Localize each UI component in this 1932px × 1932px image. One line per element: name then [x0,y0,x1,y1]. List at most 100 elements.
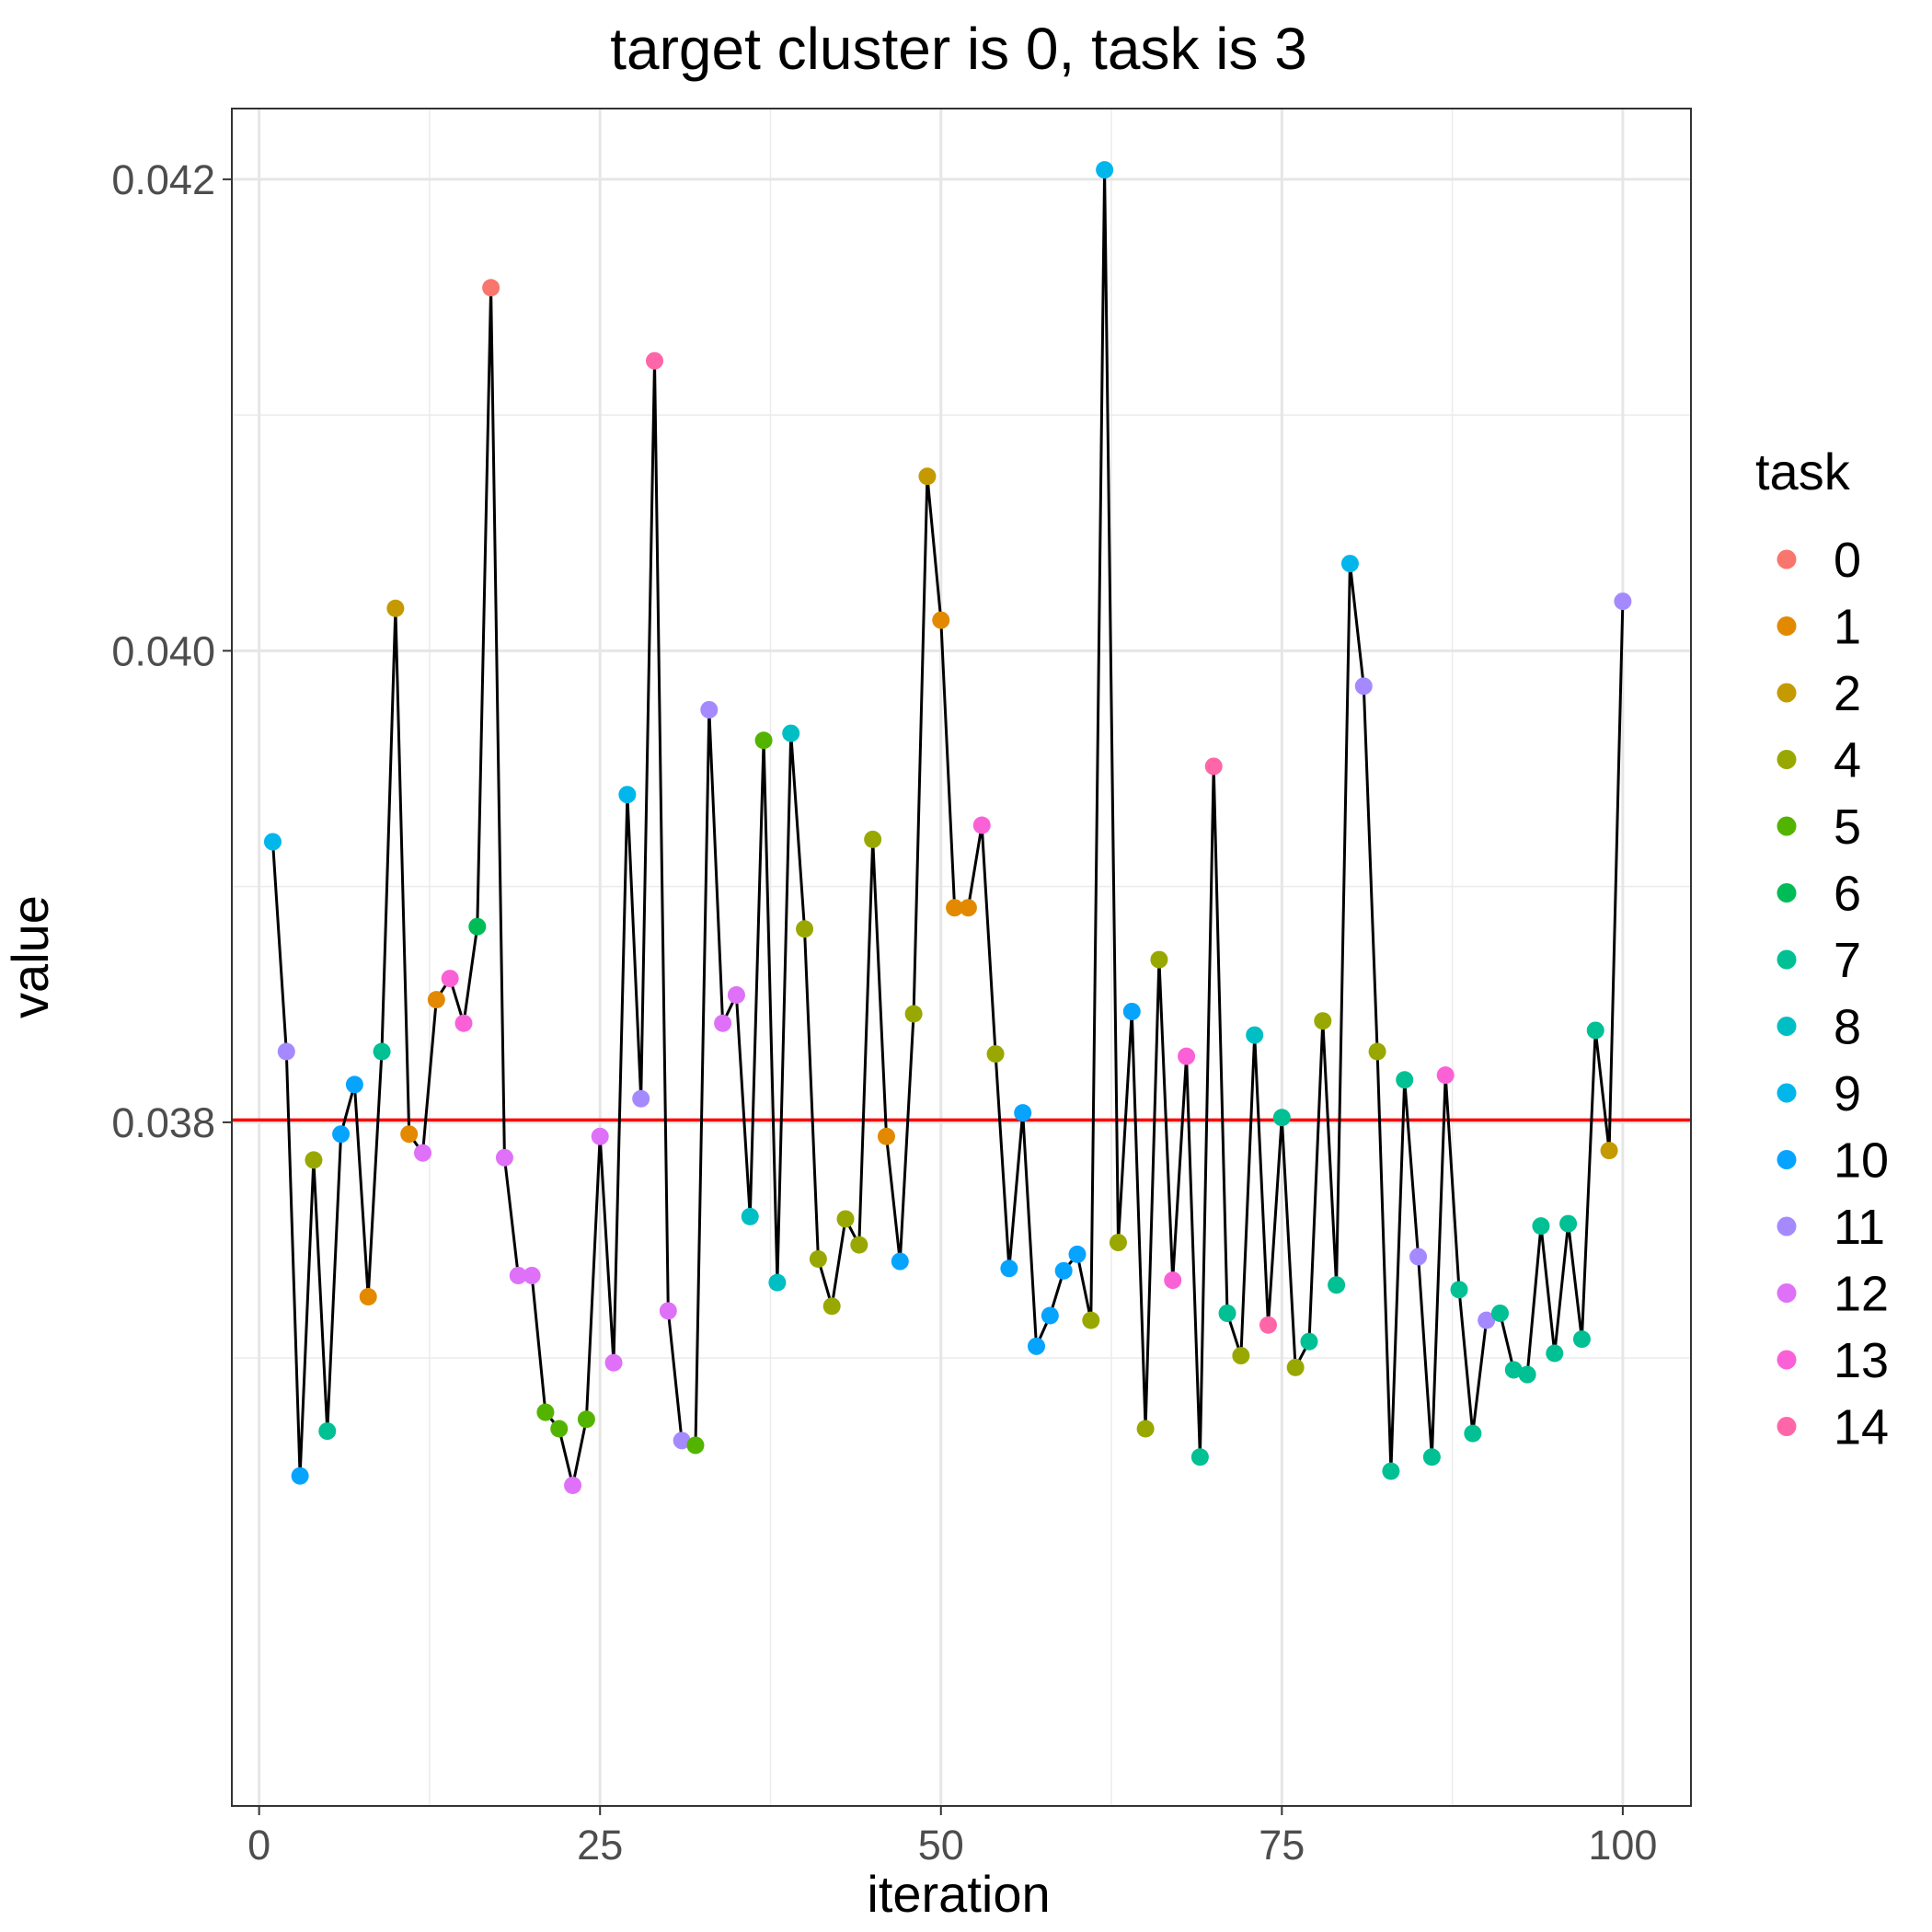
data-point [1272,1109,1291,1127]
data-point [796,920,814,938]
data-point [1436,1066,1455,1085]
legend-key-task-8 [1777,1017,1797,1036]
y-tick-label: 0.040 [111,627,215,674]
data-point [1340,555,1359,573]
series-line [271,168,1625,1487]
data-point [495,1148,513,1167]
legend-key-task-10 [1777,1150,1797,1169]
x-axis-title: iteration [867,1865,1050,1923]
legend-key-task-4 [1777,750,1797,769]
data-point [768,1273,787,1292]
data-point [1068,1245,1087,1263]
data-point [604,1353,623,1372]
legend-label-task-8: 8 [1834,1000,1861,1055]
data-point [946,899,964,917]
data-point [673,1432,691,1450]
legend-label-task-5: 5 [1834,799,1861,855]
data-point [400,1125,419,1144]
data-point [1586,1021,1604,1040]
data-point [536,1403,555,1421]
data-point [332,1125,351,1144]
data-point [822,1297,841,1316]
data-point [1014,1104,1032,1122]
data-point [305,1151,323,1169]
data-point [659,1302,677,1320]
data-point [1450,1281,1468,1299]
data-point [1504,1361,1523,1379]
panel-border-group [231,108,1692,1807]
data-point [1328,1276,1346,1294]
data-point [373,1042,391,1061]
data-points [263,161,1632,1494]
data-point [1204,757,1223,776]
legend-key-task-7 [1777,949,1797,970]
data-point [782,724,800,742]
data-point [959,899,977,917]
data-point [1028,1337,1046,1355]
chart-title: target cluster is 0, task is 3 [610,16,1307,82]
data-point [1422,1448,1441,1466]
data-point [1354,677,1373,696]
data-point [714,1014,732,1032]
data-point [1600,1142,1618,1160]
x-tick-label: 50 [918,1822,964,1869]
data-point [1300,1332,1318,1351]
data-point [1109,1234,1127,1252]
data-point [754,731,773,750]
data-point [1164,1271,1182,1290]
y-tick-label: 0.038 [111,1099,215,1146]
data-point [1178,1047,1196,1065]
data-point [263,833,282,851]
data-point [1259,1316,1278,1334]
data-point [1382,1462,1400,1480]
data-point [1409,1248,1428,1266]
legend-key-task-9 [1777,1083,1797,1103]
data-point [618,786,637,804]
data-point [1082,1311,1100,1329]
legend-key-task-6 [1777,883,1797,903]
legend-key-task-12 [1777,1283,1797,1303]
data-point [891,1252,909,1271]
data-point [1559,1214,1578,1233]
data-point [1218,1304,1236,1322]
y-tick-label: 0.042 [111,156,215,203]
data-point [427,991,445,1009]
data-point [1546,1344,1564,1363]
data-point [1190,1448,1209,1466]
data-point [1054,1261,1073,1280]
y-axis-title: value [1,895,59,1018]
legend-key-task-0 [1777,549,1797,569]
data-point [1286,1358,1305,1376]
legend-key-task-13 [1777,1350,1797,1370]
legend-label-task-9: 9 [1834,1066,1861,1121]
data-point [523,1266,541,1284]
data-point [972,816,991,834]
data-point [291,1466,309,1485]
legend-key-task-5 [1777,816,1797,836]
data-point [632,1089,650,1108]
data-point [1614,592,1632,611]
data-point [482,279,500,297]
plot-panel [232,109,1691,1806]
data-point [986,1045,1005,1064]
data-point [345,1075,363,1094]
data-point [850,1236,868,1254]
grid-lines [232,109,1691,1806]
data-point [877,1127,895,1145]
data-point [454,1014,473,1032]
series-line-group [271,168,1625,1487]
data-point [1096,161,1114,179]
data-point [1314,1012,1332,1030]
legend-key-task-14 [1777,1417,1797,1436]
legend-key-task-2 [1777,683,1797,703]
data-point [836,1210,855,1228]
data-point [318,1422,337,1441]
legend-label-task-14: 14 [1834,1400,1889,1455]
data-point [1000,1259,1018,1278]
data-point [904,1005,923,1023]
data-point [864,830,882,848]
plot-background [232,109,1691,1806]
